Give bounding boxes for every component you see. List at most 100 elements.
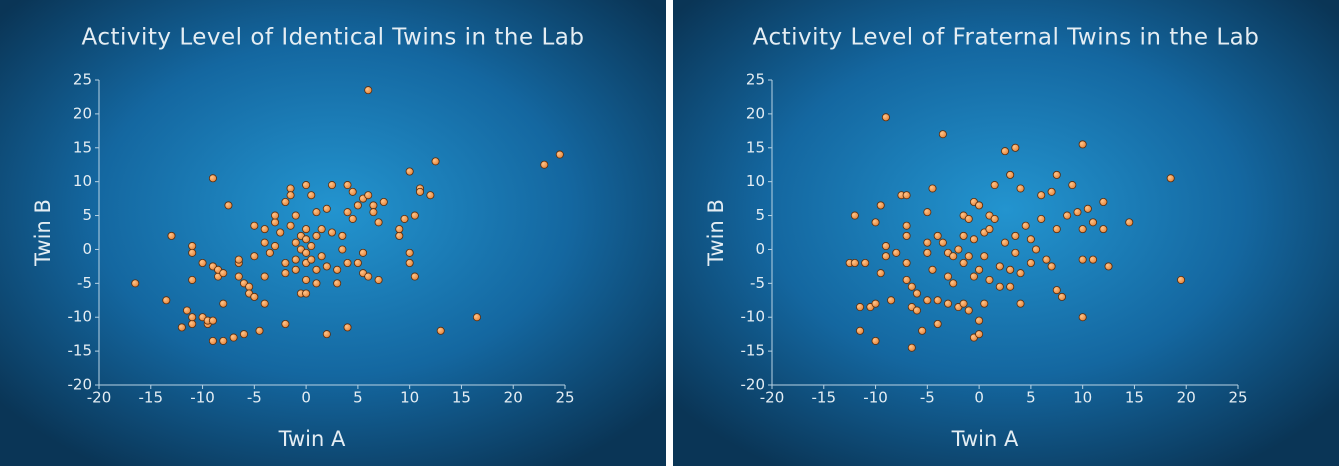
point [1058, 293, 1065, 300]
point [882, 114, 889, 121]
scatter-chart: Activity Level of Fraternal Twins in the… [673, 0, 1339, 466]
point [282, 198, 289, 205]
point [365, 87, 372, 94]
point [365, 192, 372, 199]
point [189, 249, 196, 256]
point [303, 249, 310, 256]
point [1022, 222, 1029, 229]
point [344, 181, 351, 188]
y-tick-label: -10 [68, 308, 93, 326]
point [965, 253, 972, 260]
point [924, 249, 931, 256]
point [406, 168, 413, 175]
point [349, 215, 356, 222]
point [1032, 246, 1039, 253]
point [292, 266, 299, 273]
point [965, 307, 972, 314]
point [924, 239, 931, 246]
point [976, 266, 983, 273]
point [924, 209, 931, 216]
point [986, 226, 993, 233]
point [877, 270, 884, 277]
point [339, 246, 346, 253]
point [261, 226, 268, 233]
point [303, 276, 310, 283]
x-tick-label: -20 [87, 389, 112, 407]
point [1079, 256, 1086, 263]
x-tick-label: 10 [400, 389, 419, 407]
point [1053, 171, 1060, 178]
point [1079, 226, 1086, 233]
point [929, 266, 936, 273]
y-tick-label: 15 [746, 138, 765, 156]
point [1089, 256, 1096, 263]
point [318, 226, 325, 233]
point [965, 215, 972, 222]
x-tick-label: 5 [1026, 389, 1036, 407]
point [991, 181, 998, 188]
point [887, 297, 894, 304]
point [976, 331, 983, 338]
point [282, 259, 289, 266]
point [1007, 283, 1014, 290]
point [323, 205, 330, 212]
point [851, 259, 858, 266]
point [261, 239, 268, 246]
point [313, 232, 320, 239]
point [1007, 171, 1014, 178]
point [178, 324, 185, 331]
point [328, 181, 335, 188]
point [934, 297, 941, 304]
point [903, 222, 910, 229]
point [960, 300, 967, 307]
point [882, 242, 889, 249]
point [908, 344, 915, 351]
point [189, 314, 196, 321]
point [913, 307, 920, 314]
point [939, 239, 946, 246]
point [996, 263, 1003, 270]
point [432, 158, 439, 165]
point [380, 198, 387, 205]
y-tick-label: 25 [73, 71, 92, 89]
point [292, 212, 299, 219]
point [960, 232, 967, 239]
point [313, 209, 320, 216]
y-tick-label: -5 [77, 274, 92, 292]
point [934, 320, 941, 327]
point [261, 273, 268, 280]
point [1038, 215, 1045, 222]
point [292, 239, 299, 246]
point [976, 317, 983, 324]
point [1100, 198, 1107, 205]
x-tick-label: 0 [301, 389, 311, 407]
point [1043, 256, 1050, 263]
point [199, 259, 206, 266]
point [541, 161, 548, 168]
point [308, 242, 315, 249]
point [1017, 185, 1024, 192]
y-tick-label: 10 [73, 172, 92, 190]
y-tick-label: -5 [750, 274, 765, 292]
point [163, 297, 170, 304]
y-axis-label: Twin B [31, 199, 55, 267]
point [1012, 144, 1019, 151]
y-tick-label: 5 [755, 206, 765, 224]
y-tick-label: 25 [746, 71, 765, 89]
point [1167, 175, 1174, 182]
y-tick-label: 0 [82, 240, 92, 258]
point [225, 202, 232, 209]
point [913, 290, 920, 297]
point [1007, 266, 1014, 273]
point [344, 209, 351, 216]
point [323, 331, 330, 338]
x-tick-label: 15 [1125, 389, 1144, 407]
chart-title: Activity Level of Fraternal Twins in the… [753, 25, 1260, 51]
point [235, 256, 242, 263]
point [303, 290, 310, 297]
point [856, 303, 863, 310]
point [872, 300, 879, 307]
point [308, 256, 315, 263]
point [986, 276, 993, 283]
point [903, 259, 910, 266]
